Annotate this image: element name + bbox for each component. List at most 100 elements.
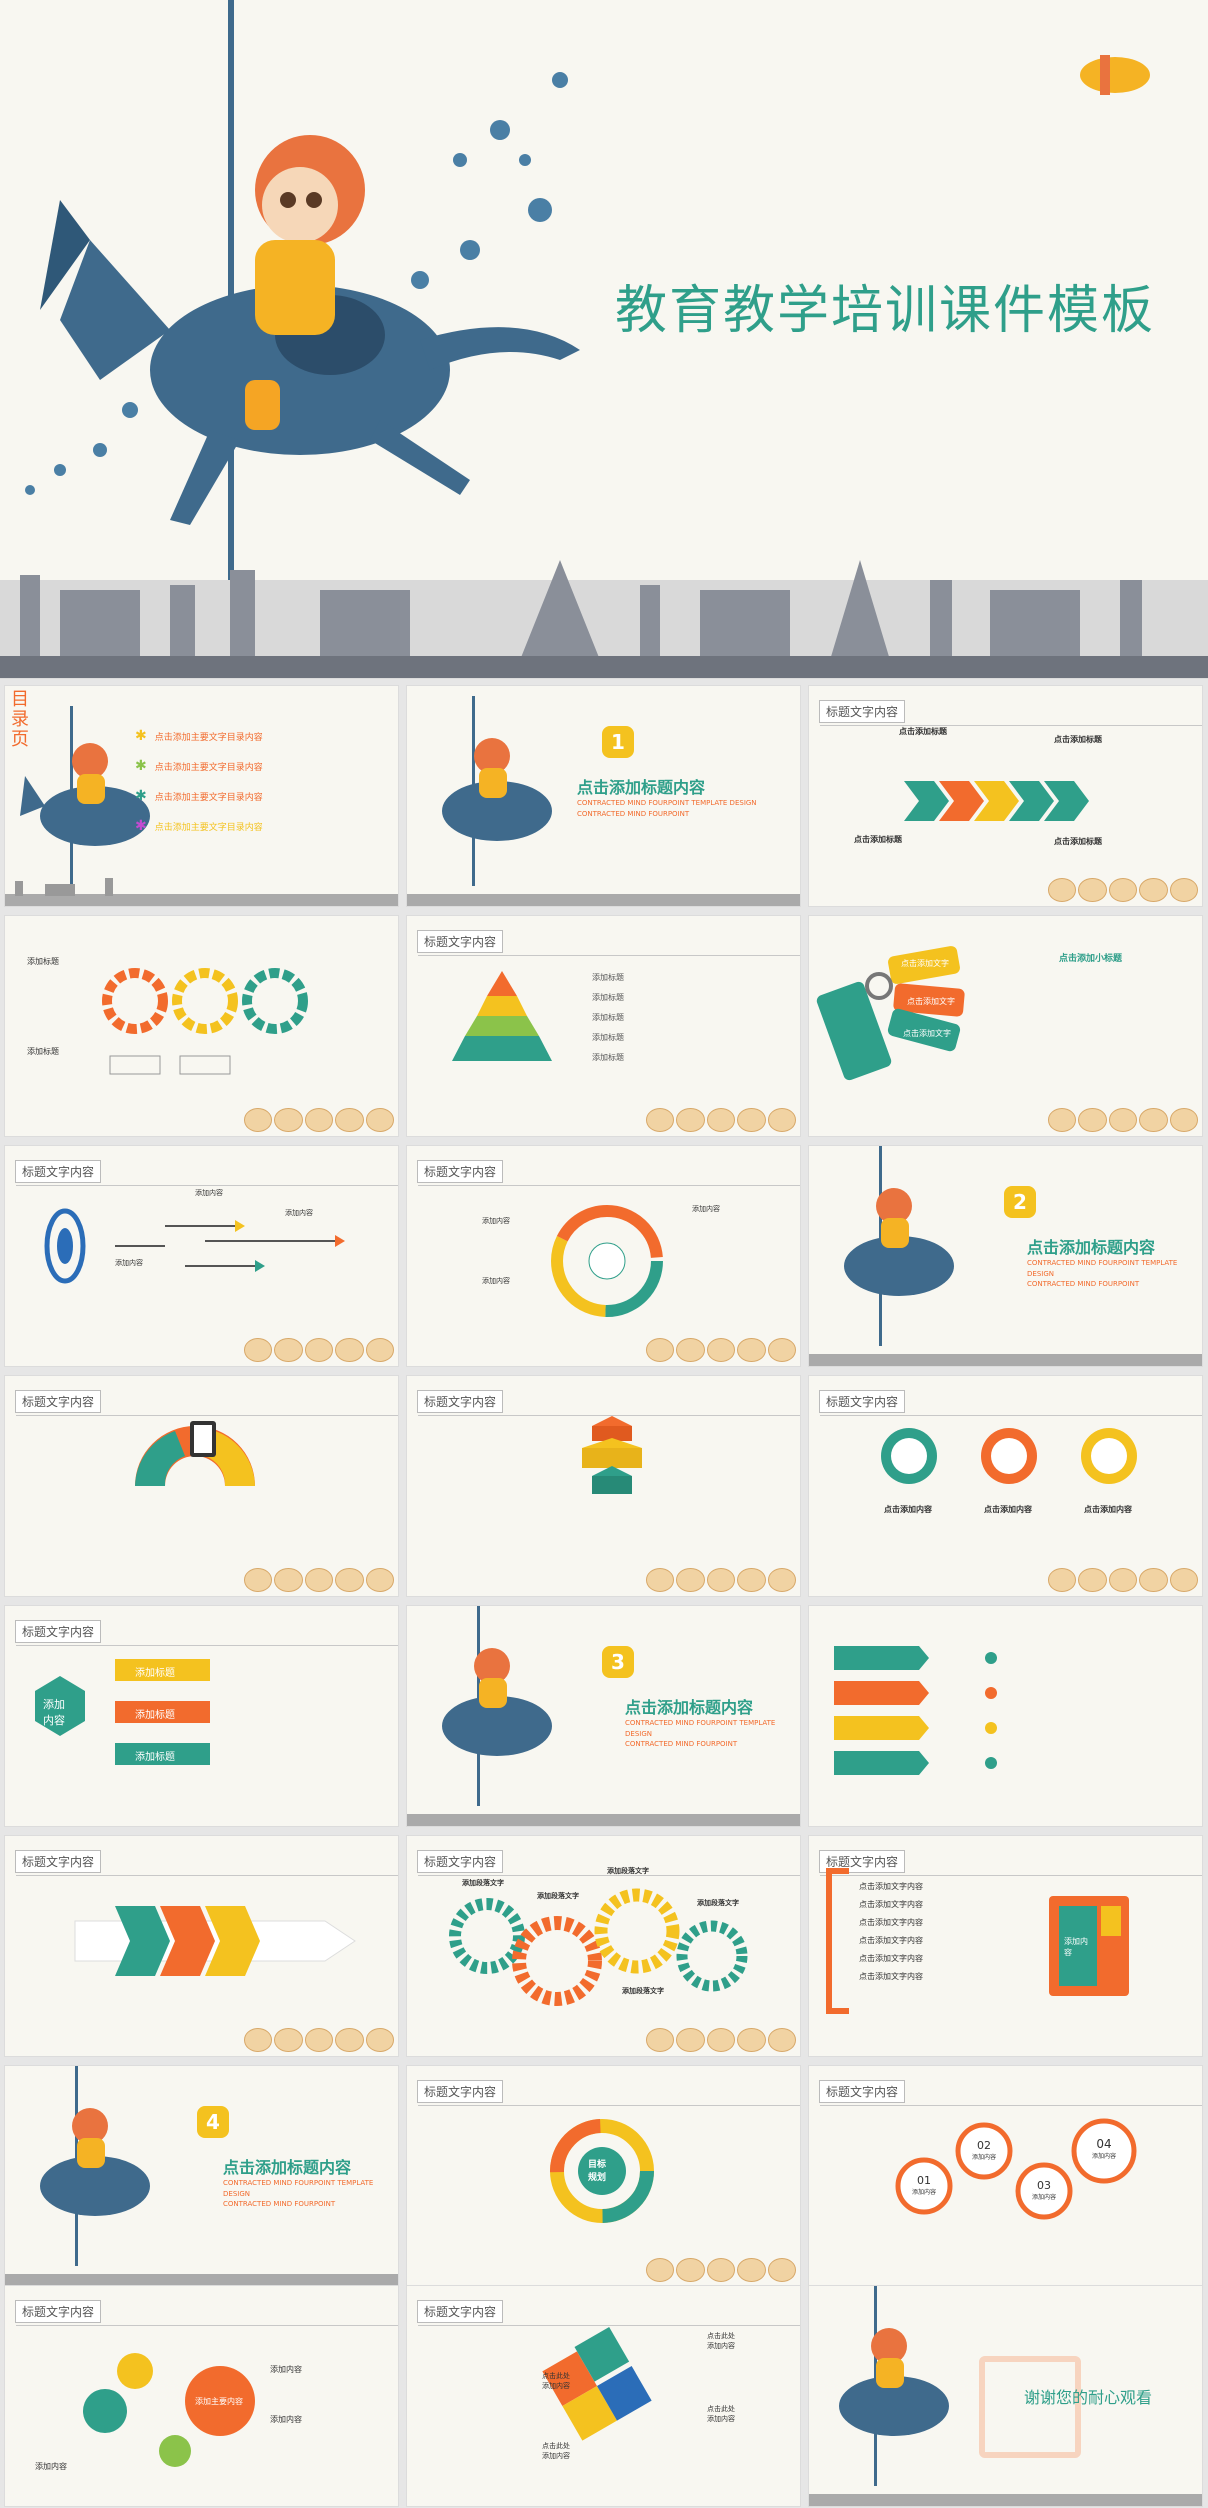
pyramid-diagram [452,971,552,1061]
kids-border [646,2258,797,2282]
slide-hex[interactable]: 标题文字内容 添加 内容 添加标题 添加标题 添加标题 [5,1606,398,1826]
fishbone-arrow [74,1906,356,1976]
slide-title-tag: 标题文字内容 [819,700,1202,726]
horse-illustration [844,1146,954,1346]
tag: 点击添加文字 [907,997,955,1006]
hex-diagram [35,1659,210,1765]
cover-slide[interactable]: 教育教学培训课件模板 [0,0,1208,678]
slide-badges[interactable]: 标题文字内容 点击添加内容 点击添加内容 点击添加内容 [809,1376,1202,1596]
toc-item[interactable]: ✱ 点击添加主要文字目录内容 [135,758,263,774]
slide-section-3[interactable]: 3 点击添加标题内容 CONTRACTED MIND FOURPOINT TEM… [407,1606,800,1826]
slide-section-1[interactable]: 1 点击添加标题内容 CONTRACTED MIND FOURPOINT TEM… [407,686,800,906]
section-title: 点击添加标题内容 [1027,1238,1156,1257]
ring-diagram [102,968,308,1075]
list-item: 点击添加文字内容 [859,1954,923,1963]
label: 点击此处 添加内容 [707,2332,735,2350]
label: 添加标题 [592,973,624,982]
circle-cluster [83,2353,255,2467]
label: 添加标题 [135,1668,175,1679]
cover-illustration [0,0,1208,678]
slide-title-tag: 标题文字内容 [15,1160,398,1186]
ring-node: 02 添加内容 [971,2139,996,2161]
star-icon: ✱ [135,758,147,774]
slide-title-tag: 标题文字内容 [15,1850,398,1876]
list-item: 点击添加文字内容 [859,1900,923,1909]
slide-donut[interactable]: 标题文字内容 添加内容 添加内容 添加内容 [407,1146,800,1366]
slide-puzzle[interactable]: 标题文字内容 点击此处 添加内容 点击此处 添加内容 点击此处 添加内容 点击此… [407,2286,800,2506]
list-item: 点击添加文字内容 [859,1972,923,1981]
center-label: 目标 规划 [588,2160,607,2183]
kids-border [646,1108,797,1132]
toc-item[interactable]: ✱ 点击添加主要文字目录内容 [135,788,263,804]
kids-border [244,1338,395,1362]
label: 添加内容 [35,2462,67,2471]
slide-target-plan[interactable]: 标题文字内容 目标 规划 [407,2066,800,2286]
ring-node: 03 添加内容 [1031,2179,1056,2201]
kids-border [1048,878,1199,902]
label: 添加段落文字 [622,1987,664,1995]
ending-text: 谢谢您的耐心观看 [1024,2388,1153,2407]
slide-toc[interactable]: 目录页 ✱ 点击添加主要文字目录内容 ✱ 点击添加主要文字目录内容 ✱ 点击添加… [5,686,398,906]
slide-ending[interactable]: 谢谢您的耐心观看 [809,2286,1202,2506]
label: 添加内容 [270,2365,302,2374]
slide-stack[interactable]: 标题文字内容 [407,1376,800,1596]
arrow-chevrons [904,781,1089,821]
slide-section-4[interactable]: 4 点击添加标题内容 CONTRACTED MIND FOURPOINT TEM… [5,2066,398,2286]
bracket-and-card [826,1868,1129,2014]
fan-diagram [135,1421,255,1486]
slide-title-tag: 标题文字内容 [417,930,800,956]
slide-title-tag: 标题文字内容 [417,2080,800,2106]
slide-bracket-list[interactable]: 标题文字内容 点击添加文字内容 点击添加文字内容 点击添加文字内容 点击添加文字… [809,1836,1202,2056]
slide-chevron-list[interactable] [809,1606,1202,1826]
slide-title-tag: 标题文字内容 [417,1390,800,1416]
toc-item[interactable]: ✱ 点击添加主要文字目录内容 [135,728,263,744]
slide-target[interactable]: 标题文字内容 添加内容 添加内容 添加内容 [5,1146,398,1366]
label: 添加内容 [692,1205,720,1213]
toc-item[interactable]: ✱ 点击添加主要文字目录内容 [135,818,263,834]
slide-pyramid[interactable]: 标题文字内容 添加标题 添加标题 添加标题 添加标题 添加标题 [407,916,800,1136]
slide-title-tag: 标题文字内容 [417,2300,800,2326]
label: 添加内容 [482,1217,510,1225]
slide-keys[interactable]: 点击添加文字 点击添加文字 点击添加文字 点击添加小标题 [809,916,1202,1136]
horse-illustration [20,706,150,886]
ring-node: 04 添加内容 [1091,2137,1116,2160]
section-subtitle: CONTRACTED MIND FOURPOINT TEMPLATE DESIG… [223,2179,374,2208]
slide-title-tag: 标题文字内容 [819,1850,1202,1876]
slide-gears[interactable]: 标题文字内容 添加段落文字 添加段落文字 添加段落文字 添加段落文字 添加段落文… [407,1836,800,2056]
label: 添加内容 [285,1209,313,1217]
label: 点击添加内容 [1084,1505,1132,1514]
tag: 点击添加文字 [901,959,949,968]
label: 添加内容 [270,2415,302,2424]
label: 点击添加内容 [984,1505,1032,1514]
label: 添加段落文字 [697,1899,739,1907]
slide-section-2[interactable]: 2 点击添加标题内容 CONTRACTED MIND FOURPOINT TEM… [809,1146,1202,1366]
label: 添加标题 [592,1013,624,1022]
slide-tablet-fan[interactable]: 标题文字内容 [5,1376,398,1596]
keys-diagram [816,946,965,1081]
label: 添加标题 [592,1033,624,1042]
badge-icons [881,1428,1137,1484]
slide-rings[interactable]: 添加标题 添加标题 [5,916,398,1136]
chevron-list [834,1646,997,1775]
slide-fishbone[interactable]: 标题文字内容 [5,1836,398,2056]
gear-diagram [449,1888,748,2006]
label: 添加内容 [115,1259,143,1267]
donut-diagram [551,1205,663,1317]
slide-arrow-process[interactable]: 标题文字内容 点击添加标题 点击添加标题 点击添加标题 点击添加标题 [809,686,1202,906]
star-icon: ✱ [135,728,147,744]
label: 点击此处 添加内容 [707,2405,735,2423]
slide-circle-cluster[interactable]: 标题文字内容 添加主要内容 添加内容 添加内容 添加内容 [5,2286,398,2506]
target-plan-diagram [550,2119,654,2223]
label: 添加标题 [27,1047,59,1056]
skyline [407,1814,800,1826]
label: 点击添加标题 [1054,735,1102,744]
horse-illustration [839,2286,949,2486]
section-title: 点击添加标题内容 [625,1698,754,1717]
kids-border [244,1568,395,1592]
hex-label: 添加 内容 [43,1698,65,1727]
skyline [809,1354,1202,1366]
horse-illustration [40,2066,150,2266]
slide-title-tag: 标题文字内容 [819,2080,1202,2106]
cover-title: 教育教学培训课件模板 [615,281,1156,341]
slide-numbered-rings[interactable]: 标题文字内容 01 添加内容 02 添加内容 03 添加内容 04 添加内容 [809,2066,1202,2286]
